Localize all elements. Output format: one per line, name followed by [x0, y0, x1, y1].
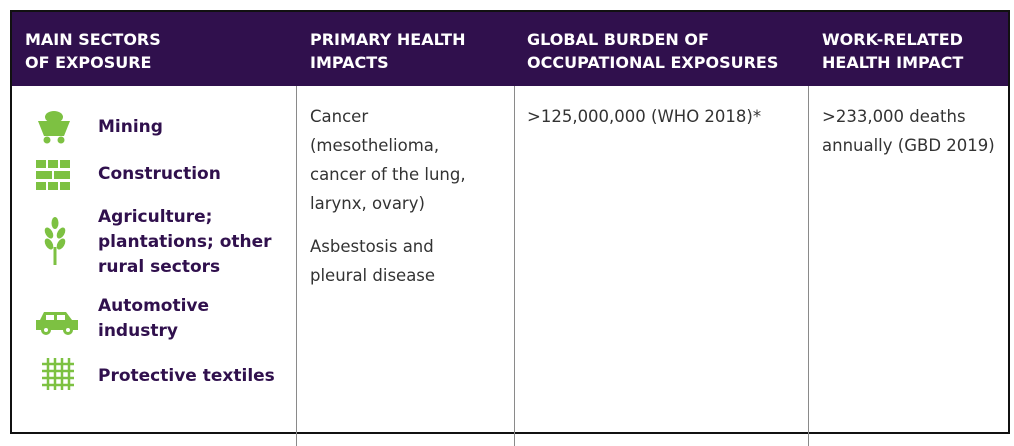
text-line: industry	[98, 321, 178, 341]
sector-label: Automotive industry	[98, 294, 209, 344]
textiles-icon	[42, 358, 74, 390]
impact-text: Asbestosis and pleural disease	[310, 232, 435, 290]
text-line: larynx, ovary)	[310, 194, 425, 213]
sector-label: Protective textiles	[98, 364, 275, 389]
text-line: GLOBAL BURDEN OF	[527, 30, 709, 49]
text-line: (mesothelioma,	[310, 136, 440, 155]
sector-label: Mining	[98, 115, 163, 140]
header-cell: GLOBAL BURDEN OF OCCUPATIONAL EXPOSURES	[527, 28, 778, 74]
column-divider	[296, 86, 297, 446]
text-line: >233,000 deaths	[822, 107, 966, 126]
header-cell: WORK-RELATED HEALTH IMPACT	[822, 28, 963, 74]
burden-text: >125,000,000 (WHO 2018)*	[527, 102, 761, 131]
text-line: plantations; other	[98, 232, 272, 252]
sector-label: Agriculture; plantations; other rural sect…	[98, 205, 272, 280]
text-line: WORK-RELATED	[822, 30, 963, 49]
header-cell: PRIMARY HEALTH IMPACTS	[310, 28, 465, 74]
page: {"table":{ "headers":[["MAIN SECTORS","O…	[10, 10, 1010, 446]
impact-text: Cancer (mesothelioma, cancer of the lung, l…	[310, 102, 466, 218]
text-line: MAIN SECTORS	[25, 30, 161, 49]
text-line: Automotive	[98, 296, 210, 316]
text-line: Asbestosis and	[310, 237, 434, 256]
text-line: pleural disease	[310, 266, 436, 285]
text-line: cancer of the lung,	[310, 165, 466, 184]
text-line: Cancer	[310, 107, 369, 126]
text-line: rural sectors	[98, 257, 221, 277]
text-line: Mining	[98, 117, 163, 137]
table: MAIN SECTORS OF EXPOSURE PRIMARY HEALTH IMP…	[10, 10, 1010, 446]
column-divider	[514, 86, 515, 446]
mining-icon	[38, 111, 70, 144]
automotive-icon	[36, 312, 78, 335]
header-cell: MAIN SECTORS OF EXPOSURE	[25, 28, 161, 74]
text-line: >125,000,000 (WHO 2018)*	[527, 107, 762, 126]
text-line: Construction	[98, 164, 221, 184]
text-line: Agriculture;	[98, 207, 213, 227]
text-line: PRIMARY HEALTH	[310, 30, 466, 49]
text-line: HEALTH IMPACT	[822, 53, 964, 72]
sector-label: Construction	[98, 162, 221, 187]
construction-icon	[36, 160, 70, 190]
text-line: IMPACTS	[310, 53, 389, 72]
agriculture-icon	[44, 217, 66, 265]
text-line: Protective textiles	[98, 366, 275, 386]
header-row	[12, 12, 1008, 86]
health-impact-text: >233,000 deaths annually (GBD 2019)	[822, 102, 995, 160]
text-line: annually (GBD 2019)	[822, 136, 995, 155]
text-line: OCCUPATIONAL EXPOSURES	[527, 53, 779, 72]
text-line: OF EXPOSURE	[25, 53, 152, 72]
column-divider	[808, 86, 809, 446]
